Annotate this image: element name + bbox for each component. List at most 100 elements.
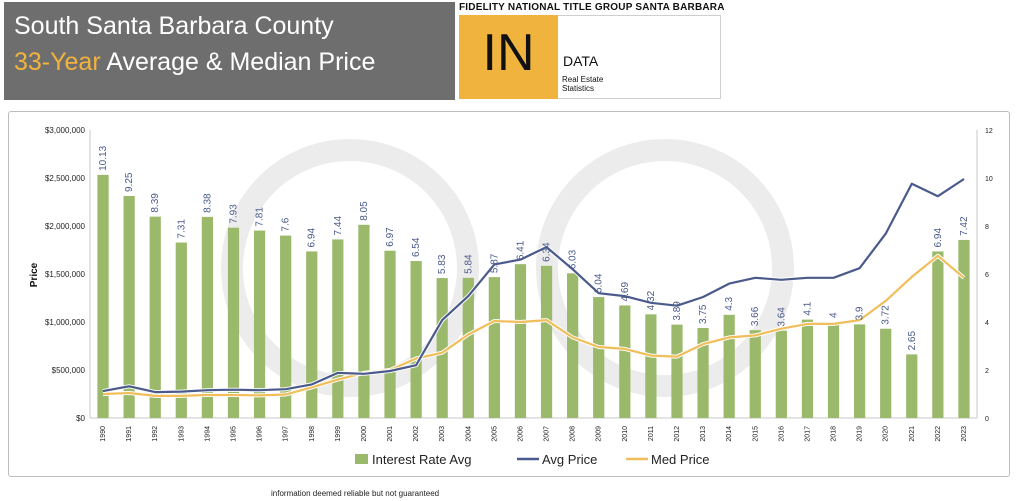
x-tick-label: 2007 [544, 426, 551, 442]
x-tick-label: 1990 [100, 426, 107, 442]
x-tick-label: 2022 [935, 426, 942, 442]
bar-data-label: 7.31 [176, 219, 187, 239]
y-tick-label: $0 [76, 414, 85, 423]
x-tick-label: 2015 [752, 426, 759, 442]
brand-company-name: FIDELITY NATIONAL TITLE GROUP SANTA BARB… [459, 2, 725, 13]
bar-interest-rate [749, 330, 761, 418]
x-tick-label: 2002 [413, 426, 420, 442]
bar-data-label: 8.05 [359, 201, 370, 221]
subtitle-highlight: 33-Year [14, 48, 101, 76]
x-tick-label: 2011 [648, 426, 655, 441]
x-tick-label: 1997 [283, 426, 290, 442]
bar-interest-rate [462, 277, 474, 418]
bar-data-label: 4.32 [646, 290, 657, 310]
bar-interest-rate [280, 235, 292, 418]
legend-swatch-interest-rate [355, 454, 368, 464]
subtitle-rest: Average & Median Price [106, 48, 376, 76]
bar-data-label: 6.94 [933, 228, 944, 248]
brand-frame [459, 15, 721, 99]
bar-data-label: 4 [829, 312, 840, 318]
bar-interest-rate [697, 328, 709, 418]
x-tick-label: 2000 [361, 426, 368, 442]
legend-label-avg-price: Avg Price [542, 452, 597, 467]
bar-interest-rate [958, 239, 970, 418]
bar-interest-rate [801, 319, 814, 418]
x-tick-label: 2023 [961, 426, 968, 442]
y2-tick-label: 0 [985, 416, 989, 423]
watermark-circle [536, 139, 794, 397]
x-tick-label: 2005 [491, 426, 498, 442]
x-tick-label: 1996 [257, 426, 264, 442]
bar-interest-rate [253, 230, 266, 418]
y2-tick-label: 8 [985, 224, 989, 231]
bar-data-label: 7.42 [959, 216, 970, 236]
bar-data-label: 3.75 [698, 304, 709, 324]
y-tick-label: $2,000,000 [45, 222, 86, 231]
x-tick-label: 2020 [883, 426, 890, 442]
x-tick-label: 1992 [152, 426, 159, 442]
bar-data-label: 9.25 [124, 172, 135, 192]
bar-data-label: 4.3 [724, 296, 735, 310]
bar-data-label: 7.44 [333, 216, 344, 236]
y-tick-label: $500,000 [52, 366, 86, 375]
x-tick-label: 2014 [726, 426, 733, 442]
brand-data-label: DATA [563, 53, 599, 69]
bar-interest-rate [593, 297, 605, 418]
legend-label-interest-rate: Interest Rate Avg [372, 452, 472, 467]
watermark-circle [221, 139, 479, 397]
bar-interest-rate [723, 314, 735, 418]
bar-data-label: 3.72 [881, 305, 892, 325]
bar-interest-rate [201, 216, 214, 418]
y2-tick-label: 10 [985, 176, 993, 183]
bar-interest-rate [436, 278, 448, 418]
x-tick-label: 2017 [804, 426, 811, 442]
y2-tick-label: 4 [985, 320, 989, 327]
bar-data-label: 5.87 [489, 253, 500, 273]
bar-interest-rate [880, 328, 892, 418]
brand-subtitle: Real Estate Statistics [562, 75, 603, 93]
bar-interest-rate [384, 250, 396, 418]
bar-data-label: 7.93 [228, 204, 239, 224]
x-tick-label: 2001 [387, 426, 394, 442]
x-tick-label: 1991 [126, 426, 133, 442]
x-tick-label: 2008 [570, 426, 577, 442]
bar-data-label: 8.39 [150, 193, 161, 213]
bar-interest-rate [853, 324, 866, 418]
bar-interest-rate [671, 324, 683, 418]
y-axis-title: Price [29, 262, 40, 287]
bar-interest-rate [306, 251, 318, 418]
bar-data-label: 3.64 [776, 307, 787, 327]
brand-logo-text: IN [482, 24, 535, 82]
bar-interest-rate [488, 277, 500, 418]
y-tick-label: $2,500,000 [45, 174, 86, 183]
x-tick-label: 2010 [622, 426, 629, 442]
avg-price-line [102, 178, 965, 394]
bar-data-label: 5.84 [463, 254, 474, 274]
x-tick-label: 1994 [204, 426, 211, 442]
bar-data-label: 6.34 [542, 242, 553, 262]
bar-interest-rate [775, 330, 787, 418]
page-title: South Santa Barbara County [14, 12, 334, 40]
bar-data-label: 5.83 [437, 254, 448, 274]
bar-data-label: 10.13 [98, 145, 109, 170]
y-tick-label: $1,500,000 [45, 270, 86, 279]
bar-data-label: 2.65 [907, 330, 918, 350]
x-tick-label: 1999 [335, 426, 342, 442]
bar-data-label: 8.38 [202, 193, 213, 213]
x-tick-label: 2003 [439, 426, 446, 442]
bar-data-label: 6.54 [411, 237, 422, 257]
bar-interest-rate [410, 261, 422, 418]
x-tick-label: 1998 [309, 426, 316, 442]
bar-data-label: 3.66 [750, 306, 761, 326]
x-tick-label: 2016 [778, 426, 785, 442]
bar-data-label: 3.9 [855, 306, 866, 320]
y2-tick-label: 12 [985, 128, 993, 135]
bar-data-label: 7.81 [255, 207, 266, 227]
bar-data-label: 6.41 [515, 240, 526, 260]
x-tick-label: 2012 [674, 426, 681, 442]
x-tick-label: 2009 [596, 426, 603, 442]
chart-frame [8, 111, 1010, 477]
bar-data-label: 6.97 [385, 227, 396, 247]
bar-interest-rate [906, 354, 918, 418]
